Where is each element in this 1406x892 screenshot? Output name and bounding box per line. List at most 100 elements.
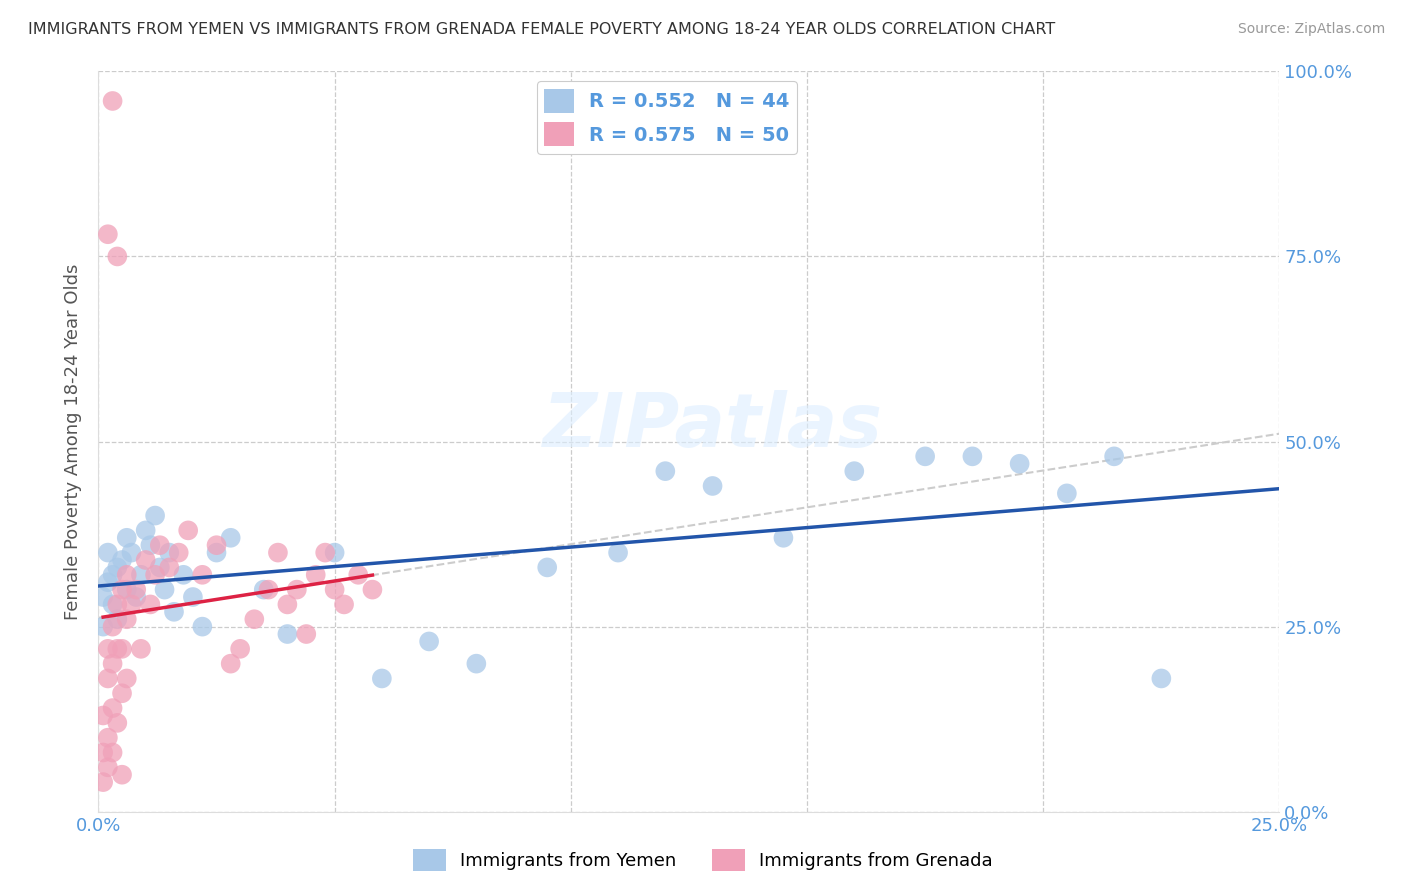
Point — [105, 641, 128, 656]
Point — [177, 524, 200, 538]
Point — [135, 524, 157, 538]
Point — [607, 546, 630, 560]
Point — [257, 582, 280, 597]
Point — [1102, 450, 1125, 464]
Point — [347, 567, 370, 582]
Point — [143, 508, 166, 523]
Legend: Immigrants from Yemen, Immigrants from Grenada: Immigrants from Yemen, Immigrants from G… — [406, 842, 1000, 879]
Point — [97, 227, 120, 242]
Point — [205, 546, 228, 560]
Point — [97, 546, 120, 560]
Point — [333, 598, 356, 612]
Point — [115, 531, 138, 545]
Point — [149, 560, 172, 574]
Point — [101, 746, 124, 760]
Point — [101, 701, 124, 715]
Point — [97, 731, 120, 745]
Point — [105, 598, 128, 612]
Point — [135, 553, 157, 567]
Point — [181, 590, 204, 604]
Point — [157, 560, 180, 574]
Point — [115, 567, 138, 582]
Point — [243, 612, 266, 626]
Point — [111, 686, 134, 700]
Point — [205, 538, 228, 552]
Point — [914, 450, 936, 464]
Point — [101, 657, 124, 671]
Text: ZIPatlas: ZIPatlas — [543, 390, 883, 463]
Point — [97, 575, 120, 590]
Point — [143, 567, 166, 582]
Legend: R = 0.552   N = 44, R = 0.575   N = 50: R = 0.552 N = 44, R = 0.575 N = 50 — [537, 81, 797, 153]
Point — [115, 672, 138, 686]
Point — [276, 627, 298, 641]
Point — [323, 582, 346, 597]
Point — [111, 553, 134, 567]
Point — [654, 464, 676, 478]
Point — [772, 531, 794, 545]
Point — [962, 450, 984, 464]
Point — [105, 250, 128, 264]
Point — [536, 560, 558, 574]
Point — [157, 546, 180, 560]
Point — [97, 760, 120, 774]
Point — [371, 672, 394, 686]
Point — [153, 582, 176, 597]
Point — [314, 546, 336, 560]
Point — [229, 641, 252, 656]
Point — [111, 767, 134, 781]
Point — [361, 582, 384, 597]
Point — [125, 590, 148, 604]
Point — [702, 479, 724, 493]
Point — [101, 598, 124, 612]
Point — [101, 619, 124, 633]
Point — [1150, 672, 1173, 686]
Point — [253, 582, 276, 597]
Point — [105, 560, 128, 574]
Point — [219, 657, 242, 671]
Point — [121, 546, 143, 560]
Point — [105, 612, 128, 626]
Point — [219, 531, 242, 545]
Point — [191, 567, 214, 582]
Point — [163, 605, 186, 619]
Point — [125, 582, 148, 597]
Point — [121, 598, 143, 612]
Point — [139, 538, 162, 552]
Point — [91, 708, 114, 723]
Point — [91, 775, 114, 789]
Point — [1008, 457, 1031, 471]
Point — [111, 641, 134, 656]
Y-axis label: Female Poverty Among 18-24 Year Olds: Female Poverty Among 18-24 Year Olds — [65, 263, 83, 620]
Point — [305, 567, 328, 582]
Point — [91, 746, 114, 760]
Point — [91, 590, 114, 604]
Point — [97, 641, 120, 656]
Point — [115, 612, 138, 626]
Point — [129, 641, 152, 656]
Point — [267, 546, 290, 560]
Point — [172, 567, 194, 582]
Text: Source: ZipAtlas.com: Source: ZipAtlas.com — [1237, 22, 1385, 37]
Point — [91, 619, 114, 633]
Point — [323, 546, 346, 560]
Point — [105, 715, 128, 730]
Point — [139, 598, 162, 612]
Point — [465, 657, 488, 671]
Point — [191, 619, 214, 633]
Point — [844, 464, 866, 478]
Point — [149, 538, 172, 552]
Point — [167, 546, 190, 560]
Point — [101, 567, 124, 582]
Point — [101, 94, 124, 108]
Point — [115, 582, 138, 597]
Point — [129, 567, 152, 582]
Text: IMMIGRANTS FROM YEMEN VS IMMIGRANTS FROM GRENADA FEMALE POVERTY AMONG 18-24 YEAR: IMMIGRANTS FROM YEMEN VS IMMIGRANTS FROM… — [28, 22, 1056, 37]
Point — [418, 634, 440, 648]
Point — [276, 598, 298, 612]
Point — [285, 582, 308, 597]
Point — [97, 672, 120, 686]
Point — [1056, 486, 1078, 500]
Point — [295, 627, 318, 641]
Point — [111, 582, 134, 597]
